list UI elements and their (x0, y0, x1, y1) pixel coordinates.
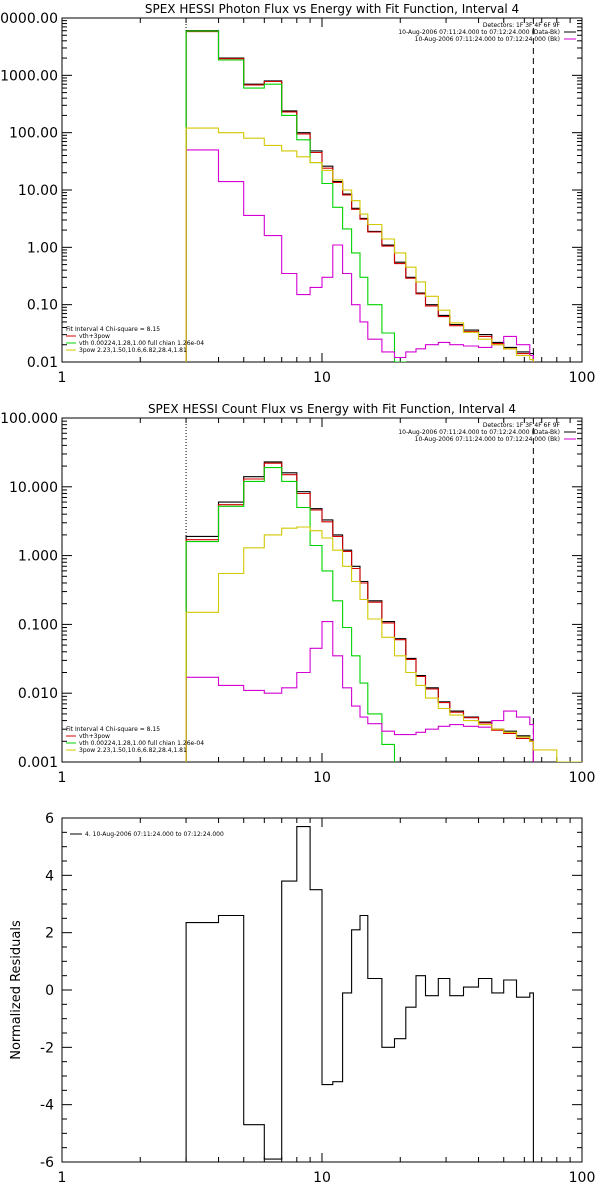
series-group (185, 461, 582, 762)
y-tick-label: 100.00 (9, 126, 58, 142)
x-tick-label: 10 (313, 1170, 331, 1186)
svg-text:10-Aug-2006 07:11:24.000 to 07: 10-Aug-2006 07:11:24.000 to 07:12:24.000… (415, 36, 560, 43)
series-group (185, 826, 534, 1162)
chart-panel-3: 1 10 100 -6 -4 -2 0 2 4 6 Normalized Residuals 4. 1… (9, 811, 595, 1186)
svg-text:vth 0.00224,1.28,1.00 full ch: vth 0.00224,1.28,1.00 full chian 1.26e-0… (79, 740, 204, 747)
x-tick-label: 1 (58, 370, 67, 386)
y-tick-label: 6 (45, 811, 54, 827)
x-tick-label: 10 (313, 770, 331, 786)
y-tick-label: 4 (45, 868, 54, 884)
y-tick-label: 10.000 (9, 480, 58, 496)
y-tick-label: -2 (40, 1040, 54, 1056)
x-tick-label: 100 (569, 370, 596, 386)
svg-text:10-Aug-2006 07:11:24.000 to 07: 10-Aug-2006 07:11:24.000 to 07:12:24.000… (415, 436, 560, 443)
chart-panel-1: SPEX HESSI Photon Flux vs Energy with Fi… (0, 2, 595, 386)
series-bk (185, 149, 534, 362)
y-ticks: -6 -4 -2 0 2 4 6 (40, 811, 582, 1171)
y-tick-label: 1.000 (18, 549, 58, 565)
y-tick-label: 0.100 (18, 617, 58, 633)
x-tick-label: 10 (313, 370, 331, 386)
y-tick-label: 10000.00 (0, 11, 58, 27)
x-tick-label: 1 (58, 1170, 67, 1186)
legend-bottom: Fit Interval 4 Chi-square = 8.15vth+3pow… (66, 726, 204, 754)
x-tick-label: 100 (569, 770, 596, 786)
series-group (185, 30, 534, 362)
chart-panel-2: SPEX HESSI Count Flux vs Energy with Fit… (0, 402, 595, 786)
y-tick-label: 0.01 (27, 355, 58, 371)
svg-text:10-Aug-2006 07:11:24.000 to 07: 10-Aug-2006 07:11:24.000 to 07:12:24.000… (398, 429, 560, 436)
y-tick-label: -4 (40, 1098, 54, 1114)
y-tick-label: 0.10 (27, 298, 58, 314)
svg-text:vth+3pow: vth+3pow (79, 733, 110, 740)
y-axis-label: Normalized Residuals (9, 920, 24, 1060)
plot-frame (61, 17, 583, 363)
svg-text:3pow 2.23,1.50,10.6,6.82,28.4,: 3pow 2.23,1.50,10.6,6.82,28.4,1.81 (79, 347, 187, 354)
series-4-10-aug-2006-07-11-24-000-to-07-12-24-000 (185, 826, 534, 1162)
svg-text:4. 10-Aug-2006 07:11:24.000 to: 4. 10-Aug-2006 07:11:24.000 to 07:12:24.… (85, 831, 224, 838)
y-tick-label: -6 (40, 1155, 54, 1171)
svg-text:vth 0.00224,1.28,1.00 full ch: vth 0.00224,1.28,1.00 full chian 1.26e-0… (79, 340, 204, 347)
y-tick-label: 0 (45, 983, 54, 999)
y-tick-label: 2 (45, 926, 54, 942)
y-tick-label: 100.000 (0, 411, 58, 427)
y-ticks: 0.001 0.010 0.100 1.000 10.000 100.000 (0, 411, 582, 771)
y-ticks: 0.01 0.10 1.00 10.00 100.00 1000.00 10000.00 (0, 11, 582, 371)
legend-bottom: Fit Interval 4 Chi-square = 8.15vth+3pow… (66, 326, 204, 354)
svg-text:10-Aug-2006 07:11:24.000 to 07: 10-Aug-2006 07:11:24.000 to 07:12:24.000… (398, 29, 560, 36)
series-bk (185, 621, 534, 762)
y-tick-label: 1.00 (27, 240, 58, 256)
y-tick-label: 0.001 (18, 755, 58, 771)
svg-text:Detectors: 1F 3F 4F 6F 9F: Detectors: 1F 3F 4F 6F 9F (483, 422, 561, 429)
x-tick-label: 1 (58, 770, 67, 786)
chart-title: SPEX HESSI Count Flux vs Energy with Fit… (148, 402, 516, 416)
svg-text:3pow 2.23,1.50,10.6,6.82,28.4,: 3pow 2.23,1.50,10.6,6.82,28.4,1.81 (79, 747, 187, 754)
svg-text:Detectors: 1F 3F 4F 6F 9F: Detectors: 1F 3F 4F 6F 9F (483, 22, 561, 29)
series-3pow (185, 127, 534, 362)
series-3pow (185, 526, 582, 762)
svg-text:Fit Interval 4 Chi-square =: Fit Interval 4 Chi-square = 8.15 (66, 726, 160, 733)
x-ticks: 1 10 100 (58, 818, 596, 1186)
chart-title: SPEX HESSI Photon Flux vs Energy with Fi… (145, 2, 519, 16)
y-tick-label: 0.010 (18, 686, 58, 702)
x-ticks: 1 10 100 (58, 18, 596, 386)
series-vth (185, 467, 407, 762)
plot-frame (61, 417, 583, 763)
y-tick-label: 1000.00 (0, 68, 58, 84)
legend-residuals: 4. 10-Aug-2006 07:11:24.000 to 07:12:24.… (70, 831, 224, 838)
svg-text:vth+3pow: vth+3pow (79, 333, 110, 340)
y-tick-label: 10.00 (18, 183, 58, 199)
x-tick-label: 100 (569, 1170, 596, 1186)
series-vth (185, 30, 417, 362)
svg-text:Fit Interval 4 Chi-square =: Fit Interval 4 Chi-square = 8.15 (66, 326, 160, 333)
